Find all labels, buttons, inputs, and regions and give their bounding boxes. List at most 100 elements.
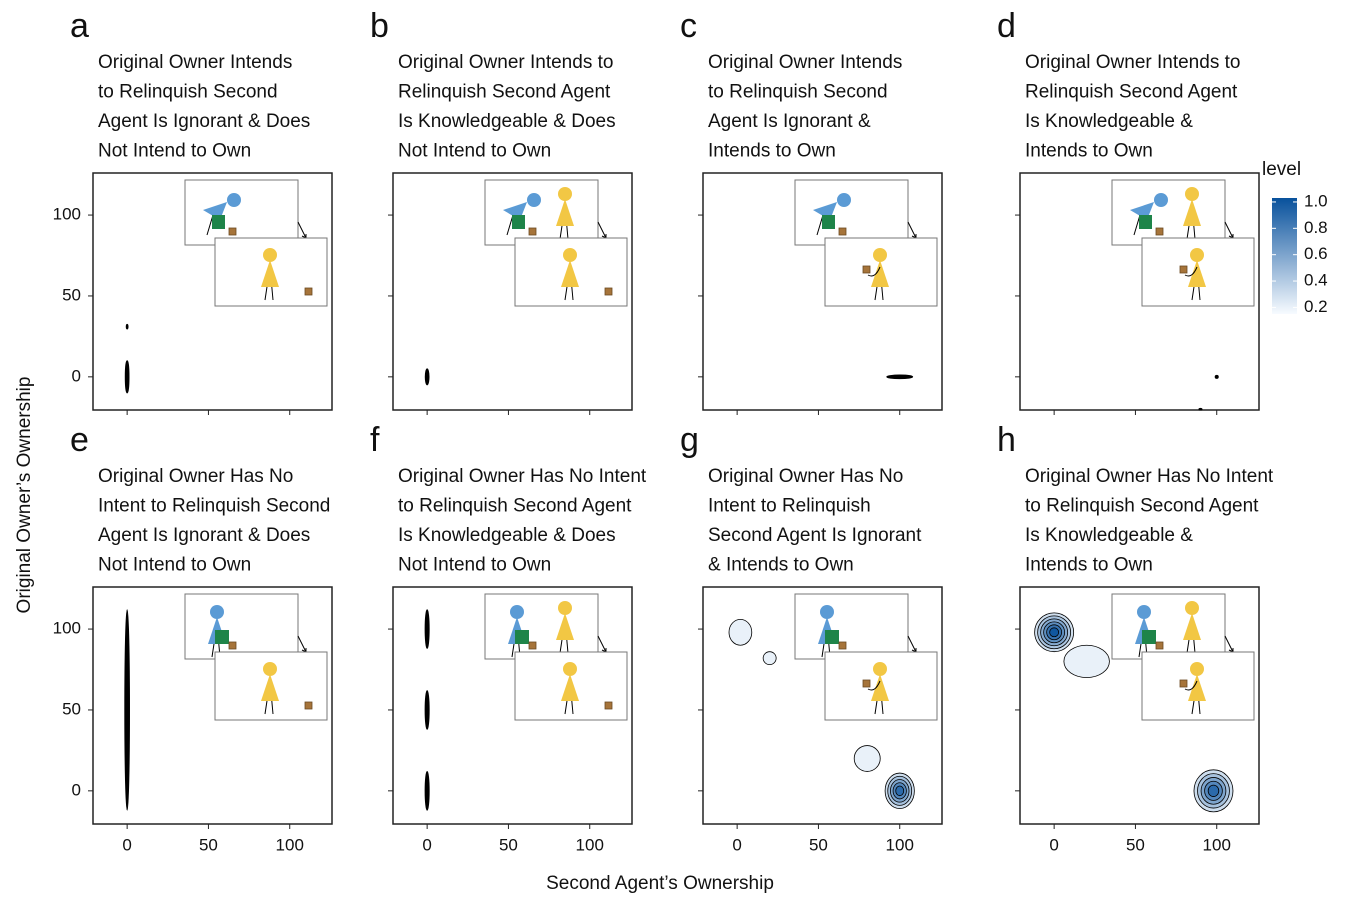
panel-letter: b bbox=[370, 7, 389, 45]
object bbox=[1180, 266, 1187, 273]
panel-letter: c bbox=[680, 7, 697, 45]
head bbox=[527, 193, 541, 207]
head bbox=[1190, 248, 1204, 262]
x-tick-label: 100 bbox=[886, 835, 914, 854]
panel-title: Not Intend to Own bbox=[398, 141, 551, 162]
density-contour bbox=[126, 324, 128, 329]
y-tick-label: 50 bbox=[62, 285, 81, 304]
panel-title: to Relinquish Second Agent bbox=[1025, 496, 1259, 517]
legend-label: 0.4 bbox=[1304, 271, 1328, 290]
bag bbox=[515, 630, 529, 644]
density-contour bbox=[1208, 785, 1219, 796]
object bbox=[305, 288, 312, 295]
head bbox=[210, 605, 224, 619]
legend-label: 1.0 bbox=[1304, 191, 1328, 210]
figure: Second Agent’s Ownership Original Owner’… bbox=[0, 0, 1348, 897]
head bbox=[1154, 193, 1168, 207]
density-contour bbox=[1199, 408, 1202, 410]
object bbox=[1156, 642, 1163, 649]
head bbox=[510, 605, 524, 619]
panel-title: Original Owner Intends to bbox=[1025, 52, 1240, 73]
density-contour bbox=[763, 652, 776, 665]
inset-frame bbox=[1112, 180, 1225, 245]
panel-title: Not Intend to Own bbox=[98, 141, 251, 162]
panel-title: Agent Is Ignorant & Does bbox=[98, 525, 310, 546]
inset-frame bbox=[1112, 594, 1225, 659]
object bbox=[305, 702, 312, 709]
head bbox=[873, 248, 887, 262]
head bbox=[1190, 662, 1204, 676]
head bbox=[837, 193, 851, 207]
x-tick-label: 0 bbox=[732, 835, 741, 854]
density-contour bbox=[887, 375, 913, 379]
head bbox=[873, 662, 887, 676]
panel-title: Original Owner Has No bbox=[98, 466, 293, 487]
legend-label: 0.8 bbox=[1304, 218, 1328, 237]
panel-title: to Relinquish Second bbox=[708, 82, 888, 103]
panel-title: to Relinquish Second Agent bbox=[398, 496, 632, 517]
head bbox=[1185, 601, 1199, 615]
panel-title: Original Owner Has No bbox=[708, 466, 903, 487]
object bbox=[863, 680, 870, 687]
object bbox=[1180, 680, 1187, 687]
bag bbox=[822, 215, 835, 229]
panel-title: Intent to Relinquish Second bbox=[98, 496, 330, 517]
object bbox=[229, 228, 236, 235]
inset-frame bbox=[485, 594, 598, 659]
head bbox=[820, 605, 834, 619]
bag bbox=[212, 215, 225, 229]
object bbox=[529, 642, 536, 649]
y-tick-label: 0 bbox=[72, 366, 81, 385]
y-tick-label: 100 bbox=[53, 619, 81, 638]
head bbox=[558, 187, 572, 201]
panel-title: Not Intend to Own bbox=[98, 555, 251, 576]
bag bbox=[1142, 630, 1156, 644]
inset-frame bbox=[185, 594, 298, 659]
panel-title: Original Owner Has No Intent bbox=[1025, 466, 1274, 487]
panel-title: Intends to Own bbox=[1025, 555, 1153, 576]
x-tick-label: 0 bbox=[422, 835, 431, 854]
panel-title: Is Knowledgeable & Does bbox=[398, 111, 616, 132]
panel-title: to Relinquish Second bbox=[98, 82, 278, 103]
panel-title: Not Intend to Own bbox=[398, 555, 551, 576]
bag bbox=[215, 630, 229, 644]
head bbox=[263, 662, 277, 676]
head bbox=[1137, 605, 1151, 619]
panel-title: Agent Is Ignorant & Does bbox=[98, 111, 310, 132]
head bbox=[263, 248, 277, 262]
panel-title: Second Agent Is Ignorant bbox=[708, 525, 922, 546]
panel-letter: h bbox=[997, 421, 1016, 459]
panel-title: Agent Is Ignorant & bbox=[708, 111, 871, 132]
bag bbox=[1139, 215, 1152, 229]
panel-title: Intent to Relinquish bbox=[708, 496, 871, 517]
object bbox=[839, 228, 846, 235]
density-contour bbox=[1064, 645, 1110, 677]
object bbox=[229, 642, 236, 649]
panel-title: Relinquish Second Agent bbox=[1025, 82, 1238, 103]
x-tick-label: 50 bbox=[1126, 835, 1145, 854]
y-tick-label: 50 bbox=[62, 699, 81, 718]
density-contour bbox=[425, 771, 429, 810]
y-tick-label: 0 bbox=[72, 780, 81, 799]
x-tick-label: 50 bbox=[809, 835, 828, 854]
head bbox=[563, 662, 577, 676]
panel-title: Relinquish Second Agent bbox=[398, 82, 611, 103]
panel-letter: d bbox=[997, 7, 1016, 45]
head bbox=[1185, 187, 1199, 201]
panel-title: Original Owner Has No Intent bbox=[398, 466, 647, 487]
density-contour bbox=[1215, 375, 1218, 378]
panel-letter: a bbox=[70, 7, 89, 45]
inset-frame bbox=[795, 594, 908, 659]
density-contour bbox=[425, 691, 429, 730]
legend-label: 0.6 bbox=[1304, 244, 1328, 263]
x-tick-label: 50 bbox=[499, 835, 518, 854]
object bbox=[863, 266, 870, 273]
panel-title: Original Owner Intends bbox=[708, 52, 902, 73]
density-contour bbox=[729, 619, 752, 645]
object bbox=[839, 642, 846, 649]
density-contour bbox=[1050, 628, 1059, 637]
head bbox=[563, 248, 577, 262]
object bbox=[605, 702, 612, 709]
density-contour bbox=[425, 369, 429, 385]
density-contour bbox=[125, 610, 130, 811]
